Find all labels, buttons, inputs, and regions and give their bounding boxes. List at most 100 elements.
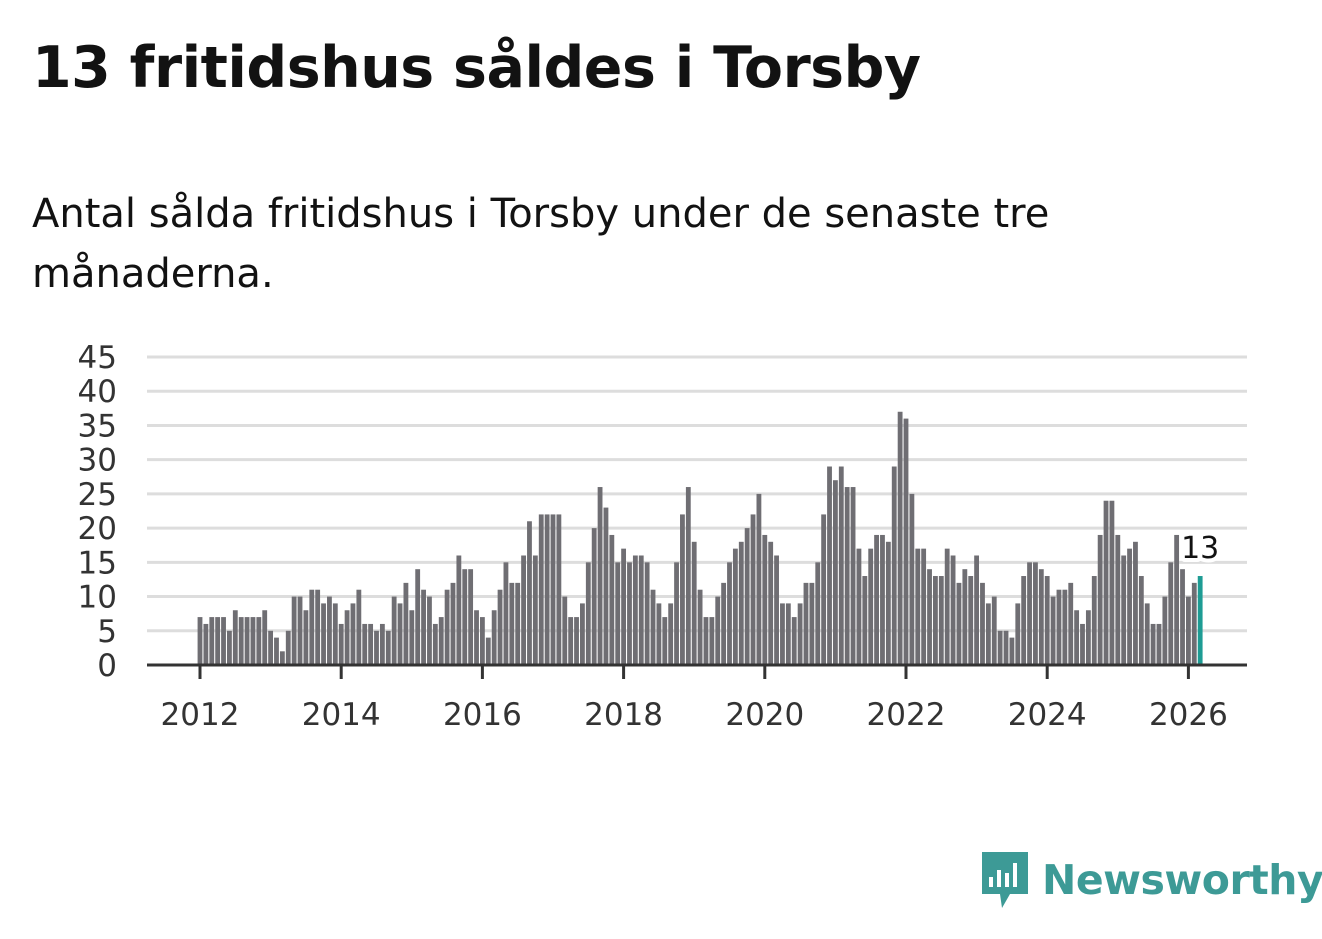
bar bbox=[950, 555, 956, 665]
bar bbox=[574, 617, 579, 665]
bar bbox=[397, 603, 403, 665]
bar bbox=[556, 514, 562, 665]
bar bbox=[474, 610, 479, 665]
bar bbox=[997, 630, 1003, 665]
y-tick-label: 35 bbox=[78, 408, 117, 444]
bar bbox=[897, 411, 903, 665]
bar bbox=[1050, 596, 1056, 665]
bar bbox=[538, 514, 544, 665]
bar bbox=[985, 603, 991, 665]
bar bbox=[909, 493, 915, 665]
bar bbox=[1062, 589, 1068, 665]
bar bbox=[468, 569, 474, 665]
bar bbox=[727, 562, 732, 665]
bar bbox=[562, 596, 568, 665]
bar bbox=[244, 617, 250, 665]
bar bbox=[803, 582, 809, 665]
bar bbox=[497, 589, 503, 665]
bar bbox=[232, 610, 238, 665]
bar bbox=[403, 582, 409, 665]
bar bbox=[944, 548, 950, 665]
bar bbox=[1085, 610, 1091, 665]
bar bbox=[462, 569, 468, 665]
bar bbox=[227, 630, 232, 665]
x-tick-label: 2024 bbox=[1008, 697, 1087, 733]
bar bbox=[1074, 610, 1080, 665]
bar bbox=[868, 548, 874, 665]
bar bbox=[968, 576, 974, 665]
bar bbox=[427, 596, 432, 665]
bar bbox=[1162, 596, 1168, 665]
bar bbox=[1138, 576, 1144, 665]
x-tick-label: 2018 bbox=[584, 697, 663, 733]
bar bbox=[750, 514, 756, 665]
y-tick-label: 30 bbox=[78, 443, 117, 479]
bar bbox=[856, 548, 862, 665]
bar bbox=[297, 596, 303, 665]
bar bbox=[650, 589, 656, 665]
bar bbox=[974, 555, 980, 665]
bar bbox=[1150, 623, 1156, 665]
bar bbox=[1038, 569, 1044, 665]
bar bbox=[1156, 623, 1162, 665]
chart-subtitle: Antal sålda fritidshus i Torsby under de… bbox=[32, 191, 1050, 297]
bar bbox=[356, 589, 362, 665]
bar bbox=[621, 548, 627, 665]
bar bbox=[444, 589, 450, 665]
bar bbox=[362, 623, 368, 665]
bar bbox=[862, 576, 868, 665]
bar bbox=[933, 576, 938, 665]
highlight-annotation: 13 bbox=[1177, 527, 1223, 570]
bar bbox=[1115, 534, 1121, 665]
bar bbox=[415, 569, 421, 665]
bar bbox=[885, 541, 891, 665]
bar bbox=[1015, 603, 1021, 665]
bar bbox=[738, 541, 744, 665]
bar bbox=[991, 596, 997, 665]
y-tick-label: 45 bbox=[78, 340, 117, 376]
y-tick-label: 0 bbox=[97, 648, 117, 684]
bar bbox=[715, 596, 721, 665]
bar bbox=[568, 617, 574, 665]
bar bbox=[1144, 603, 1150, 665]
bar bbox=[262, 610, 268, 665]
bar bbox=[368, 623, 374, 665]
bar bbox=[450, 582, 456, 665]
bar bbox=[1168, 562, 1174, 665]
bar-highlight bbox=[1197, 576, 1203, 665]
bar bbox=[597, 487, 603, 665]
bar bbox=[338, 623, 344, 665]
bar bbox=[503, 562, 509, 665]
bar bbox=[732, 548, 738, 665]
bar bbox=[1109, 500, 1115, 665]
bar bbox=[744, 528, 750, 665]
bar bbox=[1180, 569, 1185, 665]
bar bbox=[938, 576, 944, 665]
x-tick-label: 2012 bbox=[161, 697, 240, 733]
bar bbox=[880, 534, 885, 665]
bar bbox=[774, 555, 779, 665]
bar bbox=[238, 617, 244, 665]
bar bbox=[756, 493, 762, 665]
y-tick-label: 10 bbox=[78, 580, 117, 616]
y-tick-label: 25 bbox=[78, 477, 117, 513]
bar bbox=[1091, 576, 1097, 665]
bar bbox=[274, 637, 279, 665]
bar bbox=[921, 548, 927, 665]
x-axis-tick-labels: 2012 2014 2016 2018 2020 2022 2024 2026 bbox=[161, 665, 1228, 733]
y-tick-label: 20 bbox=[78, 511, 117, 547]
bar bbox=[309, 589, 315, 665]
bar bbox=[438, 617, 444, 665]
bar bbox=[550, 514, 556, 665]
bar bbox=[962, 569, 968, 665]
bar bbox=[1027, 562, 1032, 665]
bar bbox=[762, 534, 768, 665]
bar bbox=[768, 541, 774, 665]
bar bbox=[279, 651, 285, 665]
bar bbox=[532, 555, 538, 665]
bar bbox=[515, 582, 521, 665]
bar bbox=[838, 466, 844, 665]
x-tick-label: 2016 bbox=[443, 697, 522, 733]
bar bbox=[1174, 534, 1180, 665]
